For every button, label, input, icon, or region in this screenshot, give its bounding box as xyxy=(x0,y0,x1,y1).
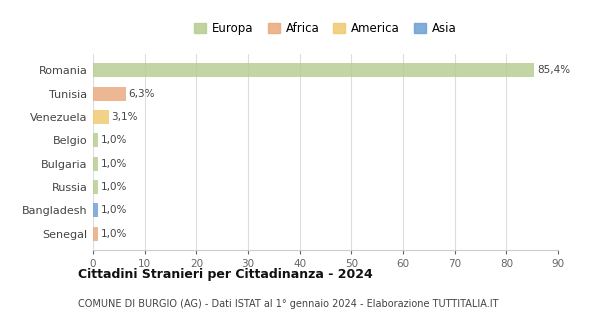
Text: 1,0%: 1,0% xyxy=(101,182,127,192)
Bar xyxy=(93,157,98,171)
Text: Cittadini Stranieri per Cittadinanza - 2024: Cittadini Stranieri per Cittadinanza - 2… xyxy=(78,268,373,281)
Bar xyxy=(93,180,98,194)
Text: 1,0%: 1,0% xyxy=(101,205,127,215)
Text: COMUNE DI BURGIO (AG) - Dati ISTAT al 1° gennaio 2024 - Elaborazione TUTTITALIA.: COMUNE DI BURGIO (AG) - Dati ISTAT al 1°… xyxy=(78,299,499,309)
Text: 6,3%: 6,3% xyxy=(128,89,155,99)
Bar xyxy=(93,204,98,217)
Bar xyxy=(93,63,534,77)
Text: 1,0%: 1,0% xyxy=(101,229,127,239)
Text: 85,4%: 85,4% xyxy=(537,65,570,75)
Bar xyxy=(93,87,125,100)
Text: 1,0%: 1,0% xyxy=(101,159,127,169)
Text: 3,1%: 3,1% xyxy=(112,112,138,122)
Bar xyxy=(93,110,109,124)
Legend: Europa, Africa, America, Asia: Europa, Africa, America, Asia xyxy=(190,17,461,40)
Text: 1,0%: 1,0% xyxy=(101,135,127,145)
Bar xyxy=(93,133,98,147)
Bar xyxy=(93,227,98,241)
